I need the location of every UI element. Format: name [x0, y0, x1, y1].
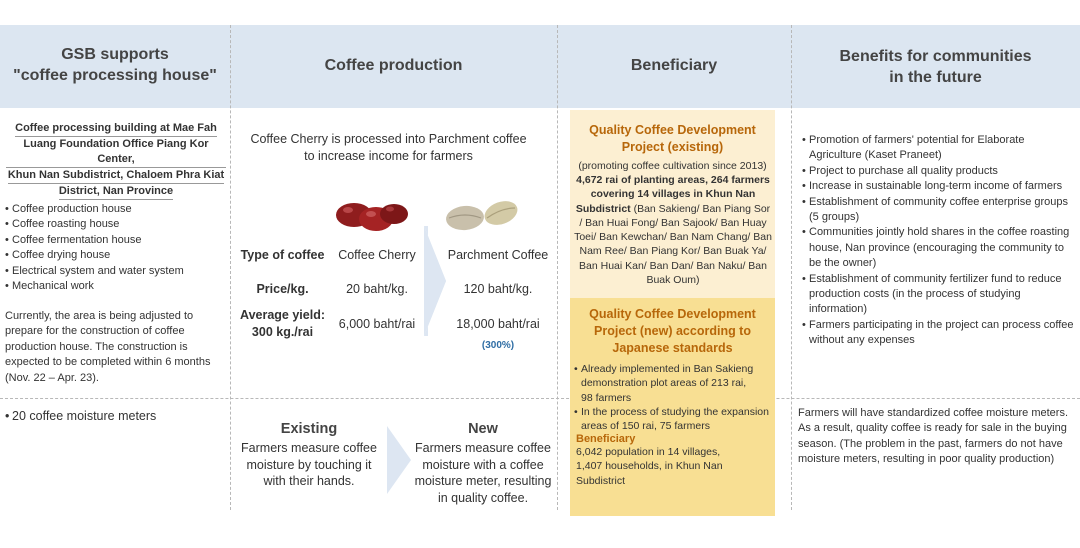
parchment-yield: 18,000 baht/rai: [456, 317, 540, 331]
row-label-type: Type of coffee: [240, 248, 325, 262]
column-divider-1: [230, 25, 231, 510]
meters-item: 20 coffee moisture meters: [5, 408, 227, 425]
cherry-name: Coffee Cherry: [338, 248, 416, 262]
existing-project-villages: (Ban Sakieng/ Ban Piang Sor / Ban Huai F…: [574, 202, 772, 287]
facility-item: Coffee roasting house: [5, 217, 227, 233]
header-benefits-future: Benefits for communities in the future: [839, 48, 1032, 86]
facility-item: Coffee drying house: [5, 248, 227, 264]
row-divider: [0, 398, 1080, 399]
yield-increase-percent: (300%): [481, 340, 515, 351]
production-intro: Coffee Cherry is processed into Parchmen…: [250, 132, 527, 163]
benefit-item: Promotion of farmers' potential for Elab…: [802, 133, 1077, 164]
location-line: Khun Nan Subdistrict, Chaloem Phra Kiat: [7, 168, 225, 184]
facility-item: Electrical system and water system: [5, 264, 227, 280]
facilities-list: Coffee production house Coffee roasting …: [5, 202, 227, 295]
benefit-item: Project to purchase all quality products: [802, 164, 1077, 180]
cherry-yield: 6,000 baht/rai: [338, 317, 416, 331]
benefits-list: Promotion of farmers' potential for Elab…: [802, 133, 1077, 349]
beneficiary-label: Beneficiary: [576, 433, 636, 445]
benefit-item: Establishment of community coffee enterp…: [802, 195, 1077, 226]
existing-text: Farmers measure coffee moisture by touch…: [241, 441, 377, 488]
new-title: New: [468, 421, 498, 437]
location-line: Luang Foundation Office Piang Kor Center…: [6, 137, 226, 168]
parchment-price: 120 baht/kg.: [463, 282, 533, 296]
facility-item: Coffee production house: [5, 202, 227, 218]
cherry-price: 20 baht/kg.: [346, 282, 408, 296]
column-divider-2: [557, 25, 558, 510]
header-beneficiary: Beneficiary: [630, 57, 718, 74]
new-project-title: Quality Coffee Development Project (new)…: [589, 307, 756, 355]
parchment-bean-icon: [446, 201, 518, 231]
location-line: Coffee processing building at Mae Fah: [15, 121, 217, 137]
facility-item: Mechanical work: [5, 279, 227, 295]
benefit-item: Farmers participating in the project can…: [802, 318, 1077, 349]
new-project-item: In the process of studying the expansion…: [574, 405, 774, 434]
new-text: Farmers measure coffee moisture with a c…: [414, 441, 552, 505]
row-label-price: Price/kg.: [256, 282, 309, 296]
construction-note: Currently, the area is being adjusted to…: [5, 310, 211, 384]
benefit-item: Establishment of community fertilizer fu…: [802, 272, 1077, 318]
benefit-item: Communities jointly hold shares in the c…: [802, 225, 1077, 271]
parchment-name: Parchment Coffee: [447, 248, 549, 262]
existing-project-box: [570, 110, 775, 298]
row-label-yield: Average yield: 300 kg./rai: [240, 308, 325, 339]
existing-project-title: Quality Coffee Development Project (exis…: [589, 123, 756, 154]
location-address: Coffee processing building at Mae Fah Lu…: [6, 121, 226, 200]
location-line: District, Nan Province: [58, 184, 174, 200]
benefit-item: Increase in sustainable long-term income…: [802, 179, 1077, 195]
new-project-item: Already implemented in Ban Sakieng demon…: [574, 362, 774, 405]
column-divider-3: [791, 25, 792, 510]
header-coffee-production: Coffee production: [324, 57, 463, 74]
existing-project-details: 4,672 rai of planting areas, 264 farmers…: [574, 173, 772, 287]
existing-project-areas: 4,672 rai of planting areas, 264 farmers…: [575, 174, 770, 215]
meters-list: 20 coffee moisture meters: [5, 408, 227, 425]
chevron-arrow-icon: [387, 426, 411, 494]
coffee-cherry-icon: [336, 203, 408, 231]
existing-title: Existing: [280, 421, 338, 437]
new-project-list: Already implemented in Ban Sakieng demon…: [574, 362, 774, 433]
existing-project-since: (promoting coffee cultivation since 2013…: [578, 160, 767, 172]
meters-benefit-text: Farmers will have standardized coffee mo…: [798, 407, 1069, 466]
header-band: [0, 25, 1080, 108]
chevron-arrow-icon: [424, 226, 446, 336]
beneficiary-text: 6,042 population in 14 villages, 1,407 h…: [576, 446, 723, 487]
header-gsb-supports: GSB supports "coffee processing house": [13, 46, 217, 84]
facility-item: Coffee fermentation house: [5, 233, 227, 249]
